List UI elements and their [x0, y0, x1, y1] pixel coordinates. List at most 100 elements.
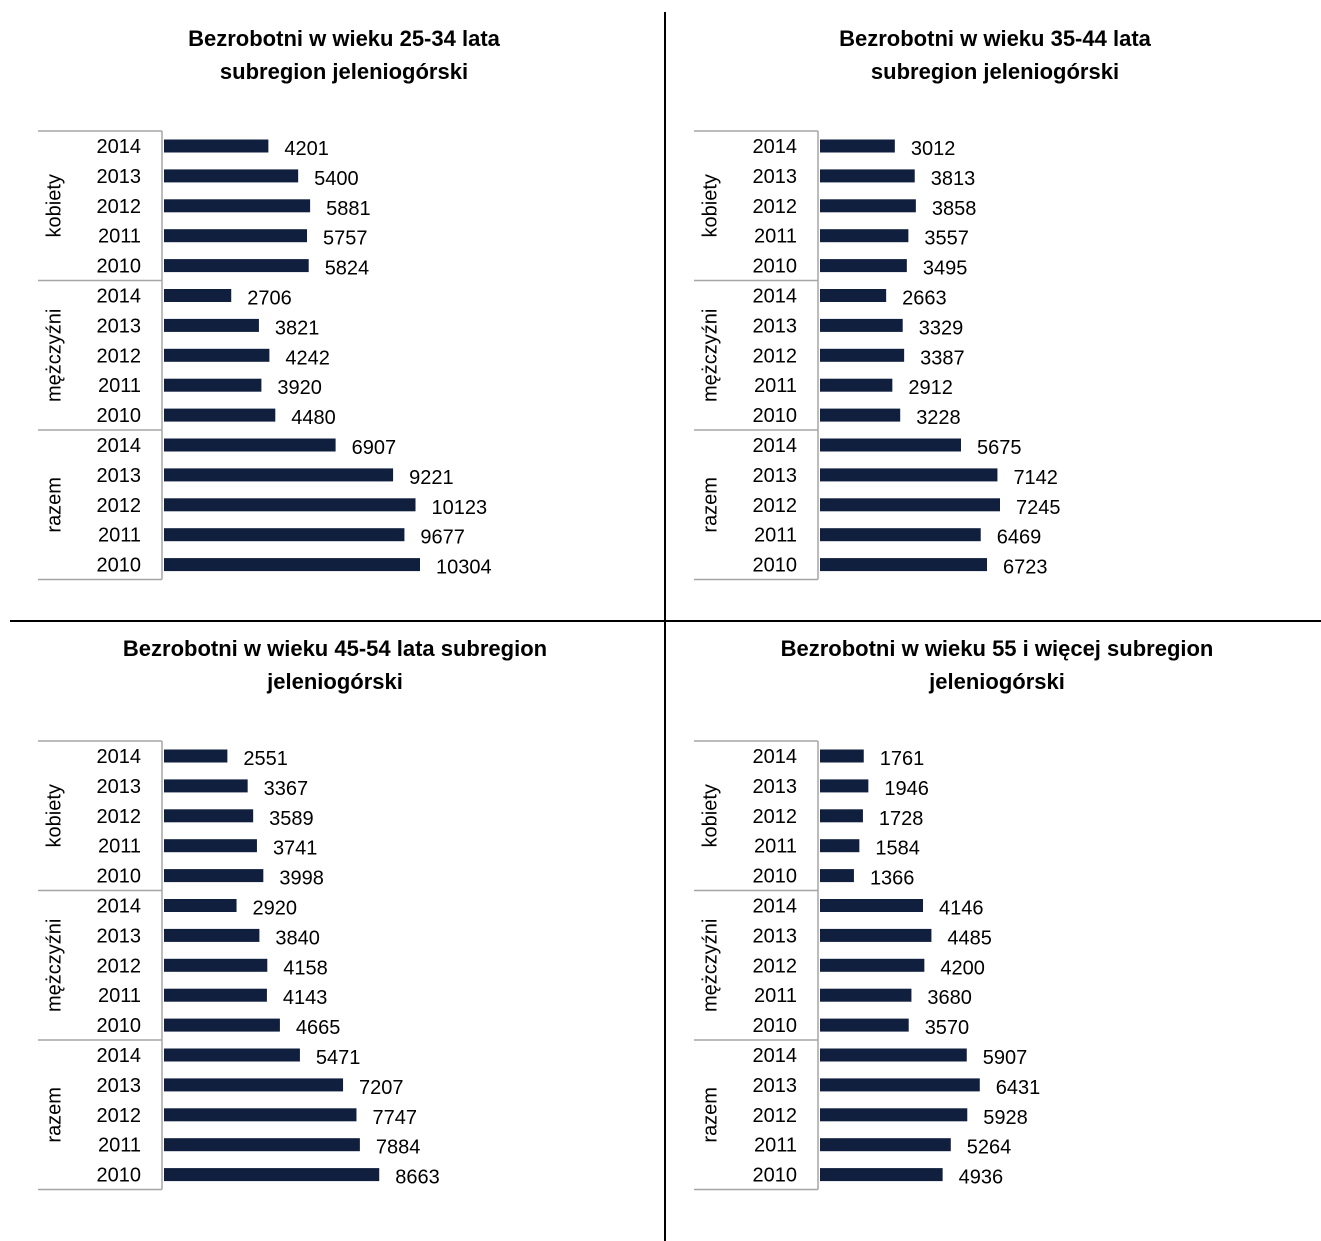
group-label: razem: [43, 1087, 65, 1143]
group-label: mężczyźni: [43, 309, 65, 402]
category-tick-label: 2011: [754, 836, 797, 858]
data-label: 4201: [284, 138, 329, 160]
chart-title: Bezrobotni w wieku 45-54 lata subregion …: [0, 632, 660, 698]
data-label: 5881: [326, 198, 371, 220]
bar: [820, 988, 912, 1002]
category-tick-label: 2012: [753, 196, 798, 218]
bar: [820, 528, 981, 542]
data-label: 5264: [967, 1137, 1012, 1159]
bar: [820, 928, 932, 942]
data-label: 2663: [902, 288, 947, 310]
data-label: 4480: [291, 407, 336, 429]
category-tick-label: 2010: [753, 555, 798, 577]
category-tick-label: 2011: [98, 525, 141, 547]
data-label: 5928: [983, 1107, 1028, 1129]
data-label: 5675: [977, 437, 1022, 459]
group-label: mężczyźni: [699, 309, 721, 402]
category-tick-label: 2012: [97, 1105, 142, 1127]
category-tick-label: 2012: [97, 806, 142, 828]
bar: [164, 779, 248, 793]
data-label: 2706: [247, 288, 291, 310]
bar: [820, 1078, 980, 1092]
category-tick-label: 2011: [754, 985, 797, 1007]
data-label: 3367: [264, 778, 309, 800]
vertical-divider: [664, 12, 666, 1241]
category-tick-label: 2010: [753, 405, 798, 427]
data-label: 3680: [927, 987, 972, 1009]
category-tick-label: 2012: [97, 495, 142, 517]
category-tick-label: 2012: [753, 345, 798, 367]
category-tick-label: 2012: [753, 495, 798, 517]
data-label: 6431: [996, 1077, 1041, 1099]
data-label: 9221: [409, 467, 454, 489]
data-label: 3840: [275, 927, 320, 949]
bar: [164, 749, 228, 763]
category-tick-label: 2010: [97, 555, 142, 577]
category-tick-label: 2010: [753, 256, 798, 278]
bar: [820, 779, 869, 793]
group-label: mężczyźni: [43, 919, 65, 1012]
category-tick-label: 2013: [97, 166, 142, 188]
bar: [164, 229, 308, 243]
data-label: 3329: [919, 317, 964, 339]
category-tick-label: 2011: [754, 525, 797, 547]
data-label: 3821: [275, 317, 320, 339]
category-tick-label: 2012: [97, 345, 142, 367]
bar: [164, 498, 416, 512]
bar: [164, 1138, 360, 1152]
chart-title-line-2: subregion jeleniogórski: [219, 59, 469, 84]
data-label: 3387: [920, 347, 965, 369]
bar: [820, 958, 925, 972]
group-label: kobiety: [699, 784, 721, 847]
data-label: 3228: [916, 407, 961, 429]
data-label: 4146: [939, 898, 984, 920]
category-tick-label: 2011: [98, 375, 141, 397]
data-label: 10123: [432, 497, 488, 519]
category-tick-label: 2012: [753, 806, 798, 828]
group-label: kobiety: [699, 174, 721, 237]
bar: [164, 809, 254, 823]
bar: [820, 199, 916, 213]
data-label: 6723: [1003, 557, 1047, 579]
group-label: razem: [43, 477, 65, 533]
bar: [820, 468, 998, 482]
data-label: 4485: [947, 927, 992, 949]
bar: [820, 1018, 909, 1032]
data-label: 5757: [323, 228, 368, 250]
category-tick-label: 2010: [97, 1015, 142, 1037]
data-label: 1728: [879, 808, 924, 830]
category-tick-label: 2010: [97, 866, 142, 888]
bar: [164, 348, 270, 362]
chart-panel-45-54: Bezrobotni w wieku 45-54 lata subregion …: [0, 610, 660, 1220]
data-label: 7245: [1016, 497, 1061, 519]
group-label: kobiety: [43, 784, 65, 847]
data-label: 4143: [283, 987, 328, 1009]
category-tick-label: 2014: [97, 896, 142, 918]
category-tick-label: 2013: [97, 465, 142, 487]
category-tick-label: 2014: [753, 435, 798, 457]
bar: [820, 438, 961, 452]
category-tick-label: 2014: [753, 896, 798, 918]
data-label: 1761: [880, 748, 925, 770]
category-tick-label: 2011: [98, 985, 141, 1007]
bar: [164, 289, 232, 302]
chart-title: Bezrobotni w wieku 55 i więcej subregion…: [656, 632, 1316, 698]
data-label: 3495: [923, 258, 968, 280]
chart-title-line-2: jeleniogórski: [267, 669, 403, 694]
data-label: 4242: [285, 347, 330, 369]
chart-title: Bezrobotni w wieku 25-34 lata subregion …: [0, 22, 660, 88]
category-tick-label: 2013: [753, 1075, 798, 1097]
category-tick-label: 2014: [97, 136, 142, 158]
bar: [820, 839, 860, 853]
category-tick-label: 2010: [97, 1165, 142, 1187]
category-tick-label: 2011: [754, 1135, 797, 1157]
bar: [820, 1108, 968, 1122]
bar: [820, 139, 895, 153]
bar: [164, 558, 420, 572]
data-label: 4200: [940, 957, 985, 979]
data-label: 8663: [395, 1167, 440, 1189]
data-label: 5907: [983, 1047, 1028, 1069]
bar: [820, 899, 924, 912]
category-tick-label: 2014: [97, 1045, 142, 1067]
